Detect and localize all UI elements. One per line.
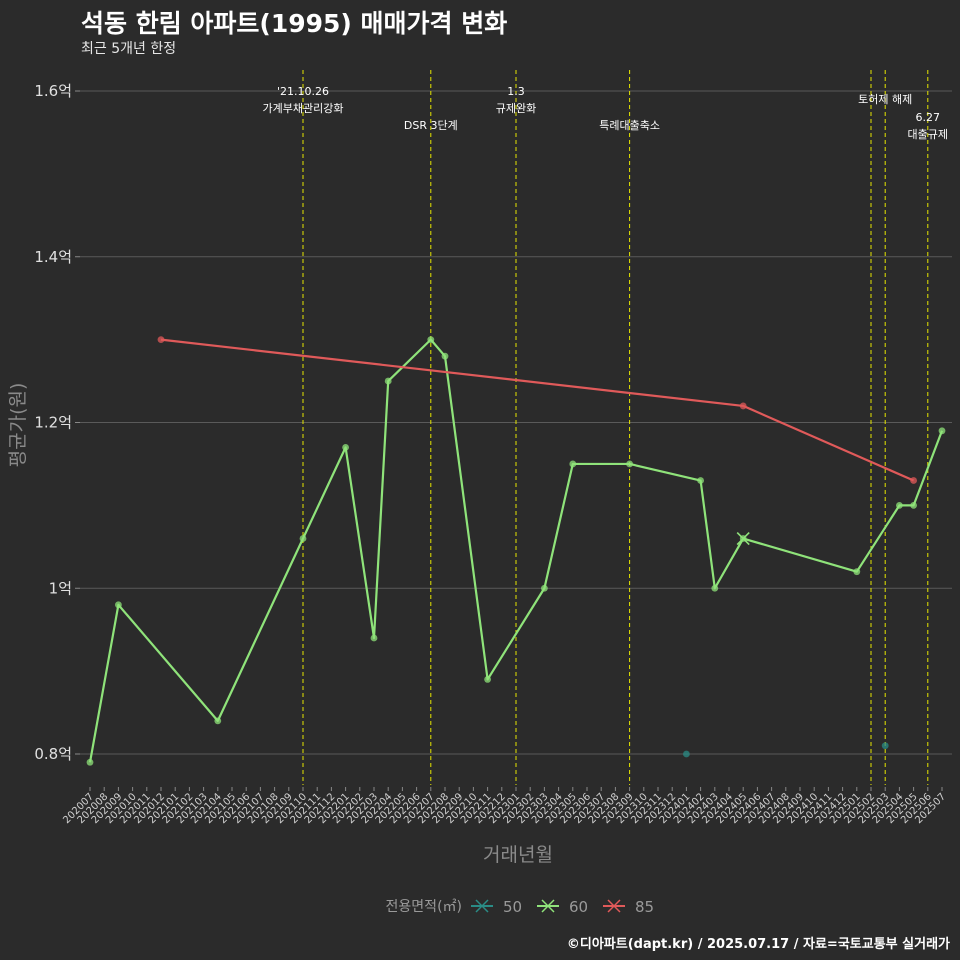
data-point [157,336,165,344]
legend-key-cross [541,899,555,913]
data-point [881,742,889,750]
event-annotation: 토허제 해제 [858,92,912,106]
legend-item-50: 50 [471,898,522,916]
data-point [441,352,449,360]
legend-title: 전용면적(㎡) [386,899,462,915]
y-tick-label: 1.6억 [34,82,72,100]
y-tick-label: 1.2억 [34,414,72,432]
data-point [896,501,903,509]
data-point [299,535,307,542]
data-point [541,584,548,592]
legend-label: 85 [635,898,654,916]
event-annotation: 특례대출축소 [599,119,660,132]
series-50 [683,742,889,758]
data-point [910,501,917,509]
legend-label: 60 [569,898,588,916]
data-point [484,676,491,683]
event-annotation: DSR 3단계 [404,119,458,132]
data-point [711,584,719,592]
data-point [342,443,349,451]
data-point [938,427,946,435]
legend-key-cross [475,899,489,913]
series-85 [157,336,917,484]
x-axis-title: 거래년월 [483,844,553,866]
series-60 [86,336,946,766]
data-point [626,460,633,468]
event-annotation: 규제완화 [496,102,536,115]
data-point [427,336,435,344]
y-axis-title: 평균가(원) [7,383,29,468]
legend-item-60: 60 [537,898,588,916]
series-layer [86,336,946,766]
event-annotation: 1.3 [507,85,525,98]
data-point [910,477,917,484]
data-point [86,758,94,766]
data-point [739,402,747,410]
event-annotation: 6.27 [916,111,941,124]
data-point [370,634,378,642]
data-point [214,717,222,725]
legend-key-cross [607,899,621,913]
legend-item-85: 85 [603,898,654,916]
event-annotation: 대출규제 [908,128,948,141]
source-caption: ©디아파트(dapt.kr) / 2025.07.17 / 자료=국토교통부 실… [566,937,950,952]
chart-title: 석동 한림 아파트(1995) 매매가격 변화 [81,9,508,38]
event-annotation: '21.10.26 [277,85,329,98]
chart-subtitle: 최근 5개년 한정 [81,41,177,57]
legend-label: 50 [503,898,522,916]
data-point [384,377,392,385]
series-line-85 [160,338,915,482]
y-tick-label: 1억 [49,579,72,597]
axis-layer: 0.8억1억1.2억1.4억1.6억2020072020082020092020… [34,82,948,826]
data-point [569,460,577,468]
y-tick-label: 1.4억 [34,248,72,266]
data-point [853,568,861,576]
data-point-cross [736,531,750,546]
data-point [697,477,704,484]
y-tick-label: 0.8억 [34,745,72,763]
data-point [683,750,690,758]
event-annotation: 가계부채관리강화 [263,102,344,115]
legend: 전용면적(㎡) 50 60 85 [386,898,655,916]
series-line-60 [88,338,944,763]
data-point [115,601,122,609]
